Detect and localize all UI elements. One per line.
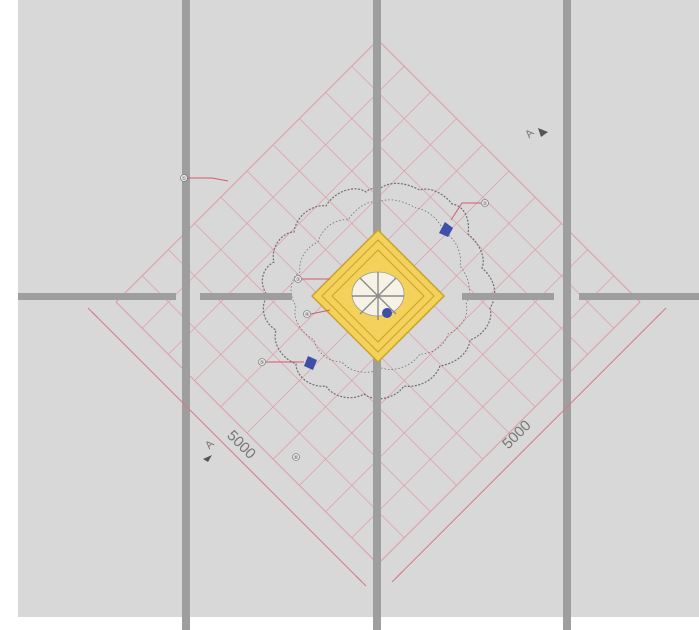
dimension-tick xyxy=(355,575,367,587)
dimension-line-lower-left xyxy=(91,311,363,583)
planter-inner-ring xyxy=(331,249,425,343)
callout-bubble xyxy=(481,199,489,207)
foliage-inner-outline xyxy=(290,199,470,373)
planter-middle-ring xyxy=(321,239,435,353)
axis-line-horizontal-2 xyxy=(200,293,292,300)
callout-label: ⑤ xyxy=(260,360,265,366)
callout-bubble xyxy=(303,310,311,318)
callout-4: ④ xyxy=(303,309,331,318)
callout-bubble xyxy=(258,358,266,366)
dimension-lines xyxy=(87,307,667,587)
callout-leader xyxy=(450,202,481,221)
dimension-tick xyxy=(391,571,403,583)
callout-label: ② xyxy=(483,201,488,207)
callout-bubble xyxy=(180,174,188,182)
blue-marker-lower-left xyxy=(304,356,317,370)
callout-3: ③ xyxy=(294,275,330,283)
tree-branches xyxy=(352,272,404,320)
central-planter xyxy=(310,228,446,364)
callout-5: ⑤ xyxy=(258,358,304,366)
dimension-tick xyxy=(87,307,99,319)
section-arrow-icon xyxy=(203,455,212,462)
axis-line-horizontal-3 xyxy=(462,293,554,300)
section-arrow-icon xyxy=(538,128,548,137)
callout-bubble xyxy=(292,453,300,461)
callout-leader xyxy=(310,309,331,315)
paving-grid-line xyxy=(299,223,562,486)
callout-bubble xyxy=(294,275,302,283)
callout-leader xyxy=(188,177,229,182)
paving-grid-line xyxy=(299,118,562,381)
blue-marker-upper-right xyxy=(439,222,453,237)
axis-line-horizontal-1 xyxy=(18,293,176,300)
axis-line-vertical-1 xyxy=(182,0,190,630)
callout-2: ② xyxy=(450,199,489,221)
dimension-tick xyxy=(655,307,667,319)
callout-label: ④ xyxy=(305,312,310,318)
callout-label: ⑥ xyxy=(294,455,299,461)
axis-line-vertical-3 xyxy=(563,0,571,630)
paving-grid-line xyxy=(325,92,588,355)
planter-marker-blue xyxy=(382,308,392,318)
callout-label: ① xyxy=(182,176,187,182)
foliage-outline xyxy=(261,182,496,400)
dimension-line-lower-right xyxy=(395,313,661,579)
callout-6: ⑥ xyxy=(292,453,300,461)
callouts: ① ② ③ ④ ⑤ ⑥ xyxy=(180,174,489,461)
callout-1: ① xyxy=(180,174,229,182)
axis-line-horizontal-4 xyxy=(579,293,699,300)
callout-label: ③ xyxy=(296,277,301,283)
